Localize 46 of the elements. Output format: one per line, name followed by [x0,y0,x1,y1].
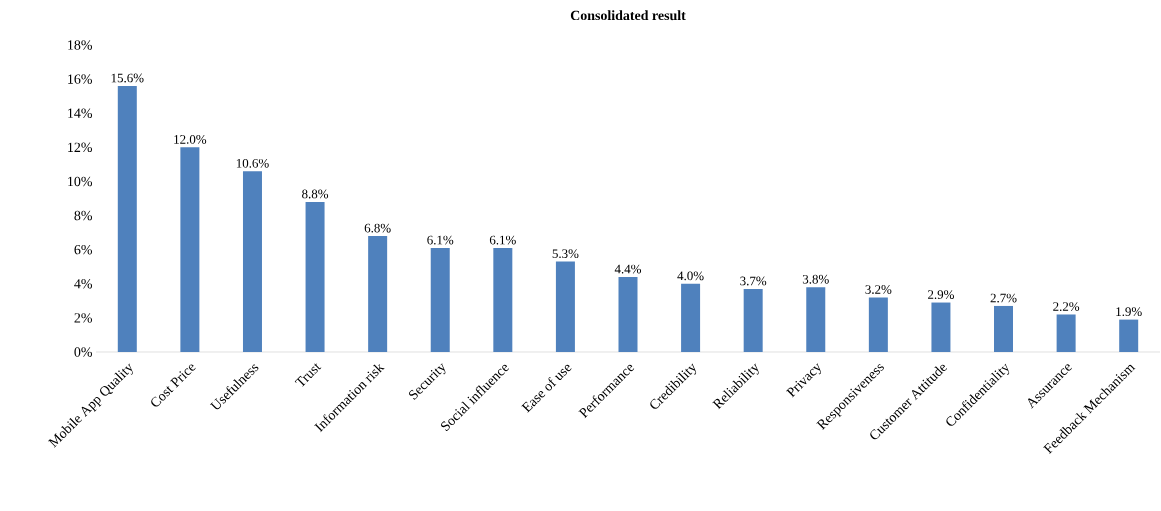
bar [868,297,888,352]
data-label: 2.2% [1053,302,1080,311]
y-tick-label: 6% [74,244,92,255]
bar [305,201,325,352]
y-tick-label: 16% [68,74,92,84]
y-tick-label: 14% [68,108,92,118]
bar [555,261,575,352]
data-label: 3.2% [865,285,892,294]
data-label: 3.7% [740,276,767,286]
chart-title: Consolidated result [570,10,686,21]
data-label: 4.4% [614,264,642,274]
data-label: 3.8% [802,274,829,284]
bar [743,288,763,352]
data-label: 4.0% [677,271,704,281]
data-label: 6.8% [364,223,391,233]
bar [117,85,137,352]
bar [1056,314,1076,352]
y-tick-label: 4% [74,279,92,289]
bar [430,247,450,352]
y-tick-label: 2% [74,313,92,323]
y-tick-label: 0% [74,347,92,357]
bar [180,147,200,352]
bar [1119,319,1139,352]
bar [493,247,513,352]
y-tick-label: 12% [68,142,92,153]
bar [368,236,388,352]
data-label: 5.3% [552,249,579,259]
bar [806,287,826,352]
bar [242,171,262,352]
bar [681,283,701,352]
data-label: 1.9% [1116,307,1142,317]
data-label: 6.1% [489,235,516,245]
bar [618,276,638,352]
data-label: 10.6% [236,158,269,168]
bar [994,305,1014,352]
data-label: 8.8% [302,189,329,199]
y-tick-label: 8% [74,210,92,221]
data-label: 6.1% [427,235,454,245]
bar [931,302,951,352]
data-label: 15.6% [111,73,144,83]
data-label: 2.9% [928,290,954,300]
data-label: 12.0% [174,135,207,144]
x-tick-label: Ease of use [521,364,572,413]
y-tick-label: 10% [68,176,92,187]
data-label: 2.7% [990,293,1017,303]
y-tick-label: 18% [68,40,92,50]
